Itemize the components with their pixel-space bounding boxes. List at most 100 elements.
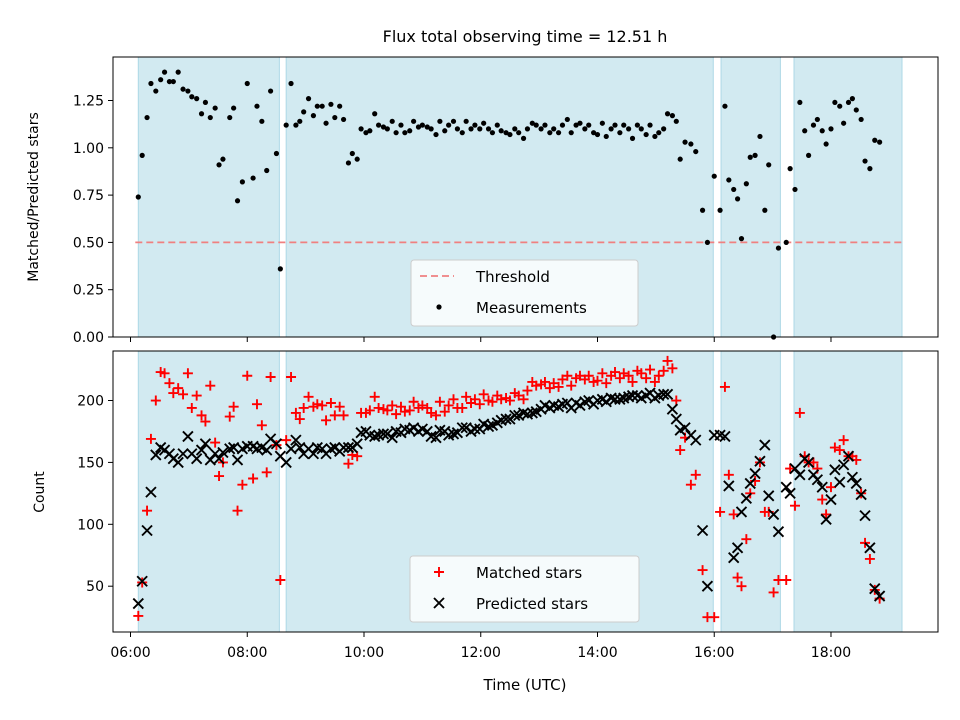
measurement-point bbox=[170, 78, 176, 85]
predicted-star-marker bbox=[386, 431, 398, 444]
measurement-point bbox=[489, 130, 496, 136]
measurement-point bbox=[832, 99, 838, 106]
measurement-point bbox=[481, 120, 487, 126]
matched-star-marker bbox=[641, 373, 652, 384]
measurement-point bbox=[529, 120, 535, 126]
measurement-point bbox=[494, 122, 500, 128]
measurement-point bbox=[731, 186, 737, 193]
measurement-point bbox=[743, 181, 749, 187]
measurement-point bbox=[398, 122, 404, 128]
measurement-point bbox=[507, 131, 513, 138]
predicted-star-marker bbox=[859, 509, 871, 522]
measurement-point bbox=[153, 88, 159, 94]
predicted-star-marker bbox=[842, 450, 855, 462]
bottom-legend: Matched stars Predicted stars bbox=[409, 555, 640, 623]
measurement-point bbox=[547, 130, 553, 136]
matched-star-marker bbox=[210, 437, 221, 448]
matched-star-marker bbox=[583, 370, 594, 381]
measurement-point bbox=[717, 207, 723, 213]
bottom-legend-box bbox=[409, 555, 640, 623]
predicted-star-marker bbox=[182, 430, 194, 443]
bottom-observing-window-1 bbox=[137, 350, 280, 633]
predicted-star-marker bbox=[864, 542, 876, 554]
top-axes-frame bbox=[112, 56, 939, 338]
predicted-star-marker bbox=[325, 443, 337, 455]
measurement-point bbox=[858, 116, 864, 123]
predicted-star-marker bbox=[794, 469, 806, 481]
measurement-point bbox=[180, 86, 186, 92]
predicted-star-marker bbox=[780, 481, 792, 493]
measurement-point bbox=[586, 122, 592, 128]
measurement-point bbox=[524, 126, 531, 132]
measurement-point bbox=[288, 80, 294, 87]
matched-star-marker bbox=[164, 378, 175, 389]
measurement-point bbox=[139, 152, 145, 158]
matched-star-marker bbox=[487, 396, 498, 407]
predicted-star-marker bbox=[199, 438, 212, 450]
measurement-point bbox=[310, 113, 317, 119]
predicted-star-marker bbox=[213, 453, 225, 465]
measurement-point bbox=[621, 122, 627, 128]
matched-star-marker bbox=[294, 414, 305, 425]
measurement-point bbox=[305, 96, 312, 102]
measurement-point bbox=[682, 139, 688, 145]
matched-star-marker bbox=[518, 394, 529, 405]
measurement-point bbox=[367, 128, 373, 134]
matched-star-marker bbox=[382, 405, 393, 416]
top-y-axis-label: Matched/Predicted stars bbox=[26, 112, 42, 282]
measurement-point bbox=[677, 156, 683, 162]
predicted-star-marker bbox=[456, 422, 468, 434]
matched-star-marker bbox=[439, 406, 450, 417]
top-legend: Threshold Measurements bbox=[410, 259, 639, 327]
measurement-point bbox=[234, 198, 241, 204]
predicted-star-marker bbox=[834, 476, 846, 488]
measurement-point bbox=[328, 101, 334, 107]
matched-star-marker bbox=[182, 368, 193, 379]
matched-star-marker bbox=[214, 471, 225, 482]
matched-star-marker bbox=[785, 463, 796, 474]
measurement-point bbox=[652, 133, 658, 140]
measurement-point bbox=[757, 133, 763, 140]
measurement-point bbox=[135, 194, 141, 200]
measurement-point bbox=[810, 122, 817, 128]
measurement-point bbox=[293, 122, 299, 128]
predicted-star-marker bbox=[749, 467, 761, 480]
measurement-point bbox=[468, 126, 474, 132]
measurement-point bbox=[738, 236, 745, 242]
matched-star-marker bbox=[539, 376, 550, 387]
matched-star-marker bbox=[303, 391, 314, 402]
measurement-point bbox=[354, 156, 360, 162]
measurement-point bbox=[520, 135, 527, 141]
predicted-star-marker bbox=[337, 441, 350, 454]
matched-star-marker bbox=[671, 395, 682, 406]
matched-star-marker bbox=[364, 405, 375, 416]
predicted-star-marker bbox=[177, 448, 189, 460]
measurement-point bbox=[853, 107, 859, 113]
predicted-star-marker bbox=[517, 407, 530, 419]
predicted-star-marker bbox=[500, 413, 512, 425]
measurement-point bbox=[202, 99, 209, 106]
measurement-point bbox=[867, 166, 873, 172]
measurement-point bbox=[189, 94, 195, 100]
measurement-point bbox=[463, 118, 469, 124]
measurement-point bbox=[389, 118, 395, 124]
top-panel: 0.00 0.25 0.50 0.75 1.00 1.25 Matched/Predict… bbox=[26, 56, 939, 346]
measurement-point bbox=[264, 167, 270, 174]
matched-star-marker bbox=[205, 380, 216, 391]
top-y-ticks: 0.00 0.25 0.50 0.75 1.00 1.25 bbox=[73, 94, 113, 346]
measurement-point bbox=[647, 122, 653, 128]
predicted-star-marker bbox=[280, 456, 292, 469]
matched-star-marker bbox=[178, 389, 189, 400]
matched-star-marker bbox=[723, 469, 734, 480]
matched-star-marker bbox=[728, 509, 739, 520]
predicted-star-marker bbox=[290, 434, 302, 446]
measurement-point bbox=[806, 152, 812, 158]
matched-star-marker bbox=[168, 388, 179, 399]
predicted-star-marker bbox=[626, 389, 639, 402]
measurement-point bbox=[845, 99, 852, 106]
matched-star-marker bbox=[821, 509, 832, 520]
measurement-point bbox=[393, 130, 399, 136]
matched-star-marker bbox=[373, 402, 384, 413]
matched-star-marker bbox=[808, 457, 819, 468]
predicted-star-marker bbox=[740, 492, 753, 504]
